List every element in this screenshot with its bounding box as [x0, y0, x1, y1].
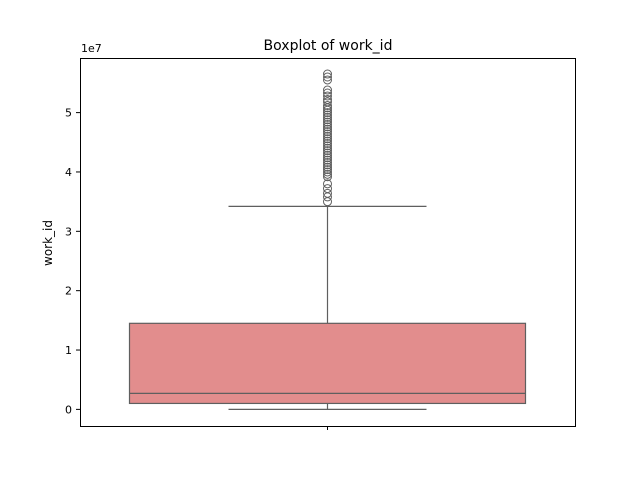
- outlier-point: [323, 129, 332, 139]
- outlier-point: [323, 72, 332, 82]
- outlier-point: [323, 150, 332, 160]
- outlier-point: [323, 131, 332, 141]
- outlier-point: [323, 172, 332, 182]
- plot-area: [128, 69, 527, 410]
- outlier-point: [323, 160, 332, 170]
- outlier-point: [323, 100, 332, 110]
- outlier-point: [323, 146, 332, 156]
- outlier-point: [323, 169, 332, 179]
- outlier-point: [323, 75, 332, 85]
- outlier-point: [323, 134, 332, 144]
- outlier-point: [323, 91, 332, 101]
- y-tick-label: 1: [65, 344, 72, 357]
- outlier-point: [323, 69, 332, 79]
- outlier-point: [323, 143, 332, 153]
- outlier-point: [323, 108, 332, 118]
- outlier-point: [323, 119, 332, 129]
- outlier-point: [323, 179, 332, 189]
- y-tick-label: 5: [65, 107, 72, 120]
- y-offset-label: 1e7: [81, 42, 102, 55]
- outlier-point: [323, 188, 332, 198]
- outlier-point: [323, 148, 332, 158]
- outlier-point: [323, 138, 332, 148]
- outlier-point: [323, 141, 332, 151]
- outlier-point: [323, 167, 332, 177]
- outlier-point: [323, 165, 332, 175]
- outlier-point: [323, 184, 332, 194]
- y-axis-label: work_id: [41, 220, 55, 266]
- box-iqr: [128, 322, 527, 405]
- y-tick-label: 0: [65, 403, 72, 416]
- outlier-point: [323, 155, 332, 165]
- outlier-point: [323, 85, 332, 95]
- outlier-point: [323, 157, 332, 167]
- outlier-point: [323, 95, 332, 105]
- outlier-point: [323, 153, 332, 163]
- outlier-point: [323, 115, 332, 125]
- outlier-point: [323, 124, 332, 134]
- outlier-point: [323, 136, 332, 146]
- outlier-point: [323, 110, 332, 120]
- outlier-point: [323, 97, 332, 107]
- outlier-point: [323, 117, 332, 127]
- chart-title: Boxplot of work_id: [264, 38, 393, 54]
- y-tick-label: 3: [65, 225, 72, 238]
- outlier-point: [323, 162, 332, 172]
- outlier-point: [323, 127, 332, 137]
- y-tick-label: 2: [65, 285, 72, 298]
- y-tick-label: 4: [65, 166, 72, 179]
- outlier-point: [323, 88, 332, 98]
- outlier-point: [323, 112, 332, 122]
- outlier-point: [323, 122, 332, 132]
